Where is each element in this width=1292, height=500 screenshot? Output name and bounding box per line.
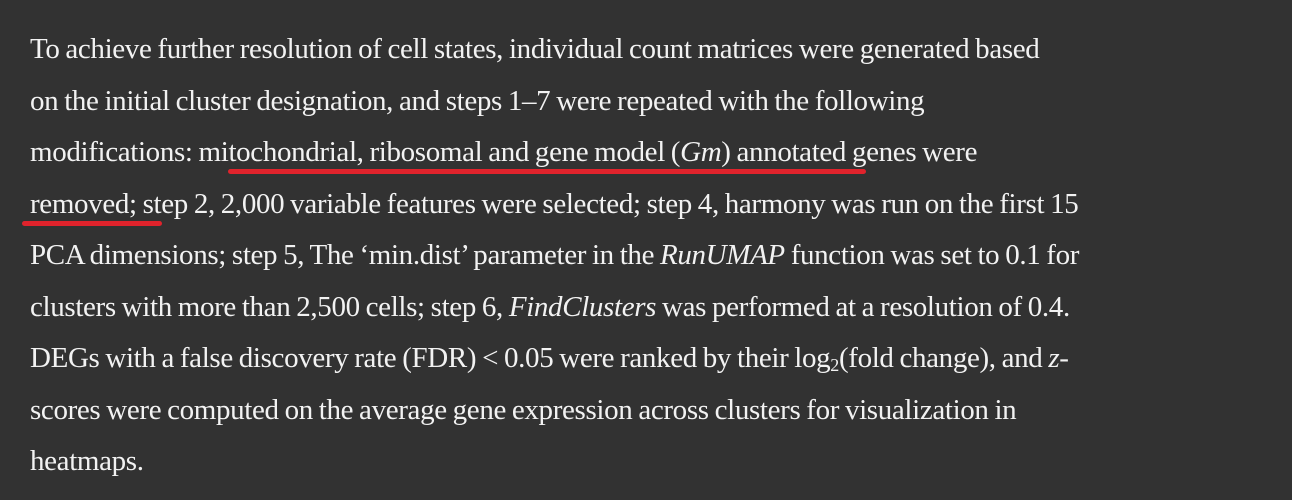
red-underline-mark [22,221,162,226]
function-name-findclusters: FindClusters [508,290,657,323]
gene-model-abbrev: Gm [680,136,722,168]
log-subscript: 2 [830,355,839,375]
text-line-6: clusters with more than 2,500 cells; ste… [30,282,1280,334]
z-italic: z [1048,342,1060,374]
text-segment: ) annotated genes were [721,136,978,168]
methods-paragraph: To achieve further resolution of cell st… [30,24,1280,488]
text-line-7: DEGs with a false discovery rate (FDR) <… [30,333,1280,385]
text-segment: - [1059,342,1069,374]
text-line-3: modifications: mitochondrial, ribosomal … [30,127,1280,179]
red-underline-mark [228,169,866,174]
text-line-4: removed; step 2, 2,000 variable features… [30,187,1079,220]
text-line-9: heatmaps. [30,445,144,477]
text-segment: clusters with more than 2,500 cells; ste… [30,290,509,323]
text-segment: function was set to 0.1 for [784,239,1080,271]
text-segment: PCA dimensions; step 5, The ‘min.dist’ p… [30,239,660,271]
text-line-5: PCA dimensions; step 5, The ‘min.dist’ p… [30,230,1280,282]
text-segment: was performed at a resolution of 0.4. [656,290,1070,323]
text-line-8: scores were computed on the average gene… [30,393,1017,426]
text-segment: (fold change), and [838,342,1049,374]
text-segment: DEGs with a false discovery rate (FDR) <… [30,342,831,374]
text-segment: modifications: mitochondrial, ribosomal … [30,136,681,168]
text-line-1: To achieve further resolution of cell st… [30,33,1040,65]
function-name-runumap: RunUMAP [660,239,785,271]
text-line-2: on the initial cluster designation, and … [30,84,925,117]
